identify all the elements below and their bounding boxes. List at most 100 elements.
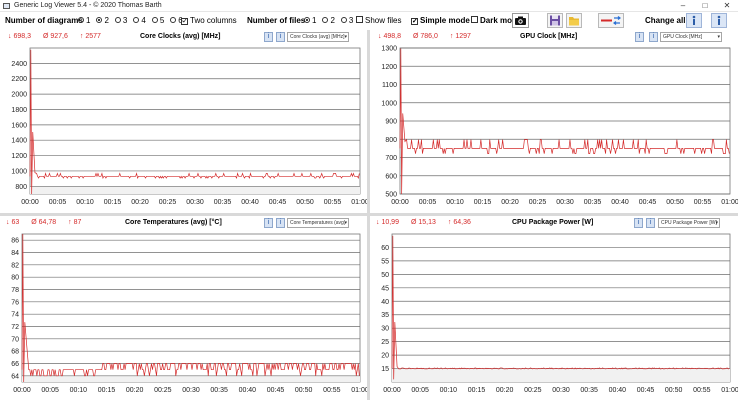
y-tick-label: 2400 bbox=[11, 61, 27, 68]
simple-mode-checkbox[interactable]: ✓ Simple mode bbox=[411, 16, 470, 25]
stat-max: ↑ 2577 bbox=[79, 33, 101, 40]
y-tick-label: 1300 bbox=[381, 46, 397, 53]
camera-icon bbox=[515, 16, 526, 25]
window-title: Generic Log Viewer 5.4 - © 2020 Thomas B… bbox=[14, 2, 162, 9]
series-line bbox=[399, 48, 730, 195]
series-line bbox=[391, 235, 730, 380]
chart-svg: 800 1000 1200 1400 1600 1800 2000 2200 2400 00:00… bbox=[11, 47, 367, 206]
info-icon[interactable]: i bbox=[264, 218, 273, 228]
x-tick-label: 00:40 bbox=[241, 199, 259, 206]
series-dropdown[interactable]: GPU Clock [MHz] ▾ bbox=[660, 32, 722, 42]
open-button[interactable] bbox=[566, 13, 582, 28]
diagram-option-6[interactable]: 6 bbox=[170, 16, 183, 25]
x-tick-label: 00:50 bbox=[666, 199, 684, 206]
x-tick-label: 00:05 bbox=[41, 387, 59, 394]
chart-stats: ↓ 63 Ø 64,78 ↑ 87 bbox=[6, 219, 93, 226]
x-tick-label: 00:25 bbox=[524, 387, 542, 394]
two-columns-checkbox[interactable]: ✓ Two columns bbox=[181, 16, 237, 25]
diagram-option-5[interactable]: 5 bbox=[151, 16, 164, 25]
plot-band bbox=[30, 186, 360, 194]
x-tick-label: 00:15 bbox=[468, 387, 486, 394]
series-dropdown[interactable]: Core Clocks (avg) [MHz] ▾ bbox=[287, 32, 349, 42]
change-all-down-button[interactable] bbox=[711, 13, 727, 28]
x-tick-label: 00:05 bbox=[419, 199, 437, 206]
row-divider[interactable] bbox=[0, 213, 738, 216]
radio-icon[interactable] bbox=[114, 17, 121, 23]
chart-title: GPU Clock [MHz] bbox=[520, 33, 578, 40]
plot-area bbox=[21, 233, 361, 383]
y-tick-label: 1000 bbox=[381, 100, 397, 107]
info-icon[interactable]: i bbox=[649, 32, 658, 42]
checkbox-icon[interactable] bbox=[471, 16, 478, 23]
y-tick-label: 600 bbox=[385, 173, 397, 180]
y-tick-label: 68 bbox=[11, 349, 19, 356]
info-icon[interactable]: i bbox=[264, 32, 273, 42]
y-tick-label: 2200 bbox=[11, 76, 27, 83]
screenshot-button[interactable] bbox=[512, 13, 529, 28]
chart-stats: ↓ 10,99 Ø 15,13 ↑ 64,36 bbox=[376, 219, 483, 226]
stat-min: ↓ 10,99 bbox=[376, 219, 399, 226]
dark-mode-checkbox[interactable]: Dark mod bbox=[471, 16, 517, 26]
radio-icon[interactable] bbox=[170, 17, 177, 23]
maximize-button[interactable]: □ bbox=[702, 1, 708, 10]
chart-stats: ↓ 498,8 Ø 786,0 ↑ 1297 bbox=[378, 33, 483, 40]
diagrams-label: Number of diagrams bbox=[5, 16, 83, 25]
diagram-option-1[interactable]: 1 bbox=[78, 16, 90, 25]
file-option-3[interactable]: 3 bbox=[340, 16, 353, 25]
series-dropdown[interactable]: CPU Package Power [W] ▾ bbox=[658, 218, 720, 228]
info-icon[interactable]: i bbox=[276, 32, 285, 42]
diagram-option-3[interactable]: 3 bbox=[114, 16, 127, 25]
info-icon[interactable]: i bbox=[276, 218, 285, 228]
info-icon[interactable]: i bbox=[646, 218, 655, 228]
radio-icon[interactable] bbox=[340, 17, 347, 23]
x-tick-label: 00:25 bbox=[154, 387, 172, 394]
chart-title: CPU Package Power [W] bbox=[512, 219, 594, 226]
stat-max: ↑ 87 bbox=[68, 219, 82, 226]
x-tick-label: 00:30 bbox=[182, 387, 200, 394]
change-all-label: Change all bbox=[645, 16, 686, 25]
series-dropdown[interactable]: Core Temperatures (avg) ▾ bbox=[287, 218, 349, 228]
x-tick-label: 00:55 bbox=[694, 199, 712, 206]
x-tick-label: 00:05 bbox=[411, 387, 429, 394]
plot-area bbox=[391, 233, 731, 383]
plot-area bbox=[29, 47, 361, 195]
x-tick-label: 00:00 bbox=[391, 199, 409, 206]
y-tick-label: 1600 bbox=[11, 122, 27, 129]
y-tick-label: 1800 bbox=[11, 107, 27, 114]
checkbox-icon[interactable] bbox=[356, 16, 363, 23]
minimize-button[interactable]: – bbox=[680, 1, 686, 10]
info-icon bbox=[717, 15, 721, 25]
show-files-checkbox[interactable]: Show files bbox=[356, 16, 401, 26]
radio-icon[interactable] bbox=[304, 17, 310, 23]
x-tick-label: 00:20 bbox=[496, 387, 514, 394]
checkbox-icon[interactable]: ✓ bbox=[411, 18, 418, 25]
radio-icon[interactable] bbox=[322, 17, 329, 23]
file-option-2[interactable]: 2 bbox=[322, 16, 335, 25]
x-tick-label: 01:00 bbox=[351, 199, 367, 206]
radio-icon[interactable] bbox=[96, 17, 103, 23]
x-tick-label: 00:55 bbox=[693, 387, 711, 394]
x-tick-label: 00:40 bbox=[611, 199, 629, 206]
checkbox-icon[interactable]: ✓ bbox=[181, 18, 188, 25]
stat-avg: Ø 64,78 bbox=[31, 219, 57, 226]
line-color-button[interactable] bbox=[598, 13, 624, 28]
x-tick-label: 00:05 bbox=[49, 199, 67, 206]
y-tick-label: 20 bbox=[381, 353, 389, 360]
radio-icon[interactable] bbox=[78, 17, 84, 23]
radio-icon[interactable] bbox=[133, 17, 140, 23]
save-button[interactable] bbox=[547, 13, 563, 28]
radio-icon[interactable] bbox=[151, 17, 158, 23]
close-button[interactable]: ✕ bbox=[723, 1, 731, 10]
change-all-up-button[interactable] bbox=[686, 13, 702, 28]
info-icon[interactable]: i bbox=[635, 32, 644, 42]
file-option-1[interactable]: 1 bbox=[304, 16, 316, 25]
save-icon bbox=[550, 15, 560, 26]
y-tick-label: 45 bbox=[381, 285, 389, 292]
stat-min: ↓ 498,8 bbox=[378, 33, 401, 40]
diagram-option-4[interactable]: 4 bbox=[133, 16, 146, 25]
x-tick-label: 00:10 bbox=[440, 387, 458, 394]
info-icon[interactable]: i bbox=[634, 218, 643, 228]
y-tick-label: 80 bbox=[11, 275, 19, 282]
diagram-option-2[interactable]: 2 bbox=[96, 16, 109, 25]
